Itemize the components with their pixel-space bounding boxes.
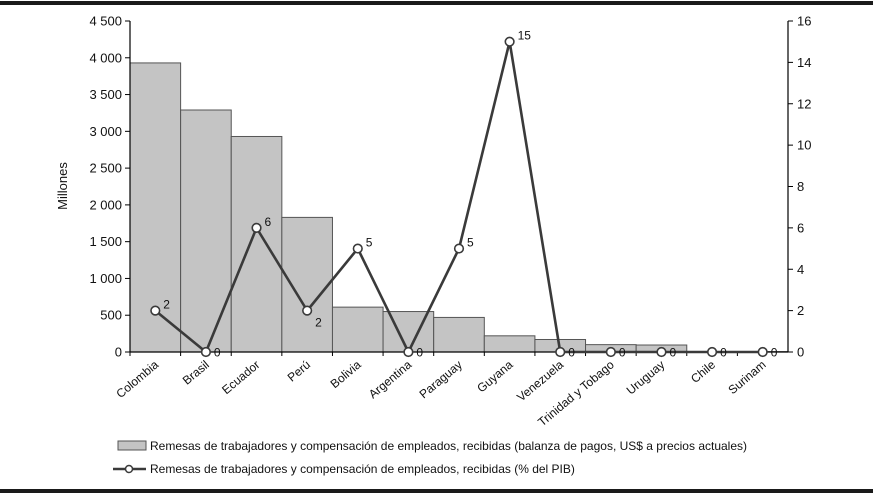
y-left-tick-label-3: 1 500 <box>89 234 122 249</box>
x-tick-label-12: Surinam <box>725 358 768 397</box>
line-data-label-11: 0 <box>720 346 727 360</box>
line-point-0 <box>150 305 161 316</box>
line-point-4 <box>352 243 363 254</box>
y-left-tick-label-4: 2 000 <box>89 197 122 212</box>
line-data-label-8: 0 <box>568 346 575 360</box>
x-tick-label-4: Bolivia <box>328 357 364 391</box>
bar-3 <box>281 216 333 353</box>
line-point-7 <box>504 36 515 47</box>
line-data-label-3: 2 <box>315 316 322 330</box>
bar-7 <box>483 335 536 353</box>
line-point-6 <box>453 243 465 254</box>
x-tick-label-8: Venezuela <box>514 357 566 404</box>
line-series: 2 0 6 2 5 0 5 15 0 0 0 0 0 <box>150 29 778 360</box>
x-tick-label-5: Argentina <box>366 357 415 401</box>
y-right-tick-label-7: 14 <box>797 55 811 70</box>
legend-line-text: Remesas de trabajadores y compensación d… <box>150 462 575 476</box>
line-data-label-6: 5 <box>467 236 474 250</box>
bar-1 <box>180 109 232 353</box>
x-tick-label-2: Ecuador <box>219 358 262 397</box>
y-right-tick-label-6: 12 <box>797 96 811 111</box>
y-right-tick-label-8: 16 <box>797 14 811 29</box>
bar-4 <box>331 306 384 353</box>
x-tick-label-0: Colombia <box>113 357 161 401</box>
y-left-tick-label-1: 500 <box>100 308 122 323</box>
legend: Remesas de trabajadores y compensación d… <box>113 439 747 476</box>
x-tick-label-6: Paraguay <box>417 358 465 402</box>
bar-0 <box>129 62 182 353</box>
bottom-rule <box>0 489 873 493</box>
y-left-tick-label-7: 3 500 <box>89 87 122 102</box>
y-right-tick-label-5: 10 <box>797 138 811 153</box>
bar-2 <box>230 135 283 353</box>
line-data-label-4: 5 <box>366 236 373 250</box>
y-right-tick-label-1: 2 <box>797 303 804 318</box>
line-data-label-1: 0 <box>214 346 221 360</box>
y-left-tick-label-9: 4 500 <box>89 14 122 29</box>
line-point-9 <box>605 346 616 358</box>
line-data-label-9: 0 <box>619 346 626 360</box>
y-left-tick-label-0: 0 <box>115 345 122 360</box>
line-point-2 <box>251 222 262 233</box>
y-left-tick-label-2: 1 000 <box>89 271 122 286</box>
line-point-12 <box>757 346 768 358</box>
line-data-label-12: 0 <box>771 346 778 360</box>
line-point-1 <box>200 346 212 358</box>
line-data-label-0: 2 <box>163 298 170 312</box>
line-data-label-5: 0 <box>416 346 423 360</box>
y-axis-label: Millones <box>55 162 70 210</box>
x-tick-label-7: Guyana <box>474 357 515 395</box>
top-rule <box>0 1 873 5</box>
line-point-3 <box>302 305 313 316</box>
y-left-tick-label-6: 3 000 <box>89 124 122 139</box>
y-left-tick-label-8: 4 000 <box>89 50 122 65</box>
y-right-tick-label-2: 4 <box>797 262 804 277</box>
legend-bar-swatch <box>117 440 147 451</box>
line-point-11 <box>706 346 718 358</box>
y-left-tick-label-5: 2 500 <box>89 161 122 176</box>
y-right-tick-label-4: 8 <box>797 179 804 194</box>
bar-6 <box>433 316 485 353</box>
line-data-label-10: 0 <box>669 346 676 360</box>
bar-series <box>129 62 789 353</box>
y-right-tick-label-0: 0 <box>797 345 804 360</box>
x-tick-label-10: Uruguay <box>624 358 668 398</box>
line-data-label-2: 6 <box>265 215 272 229</box>
line-point-10 <box>656 346 667 358</box>
line-data-label-7: 15 <box>518 29 532 43</box>
line-point-5 <box>403 346 414 358</box>
x-tick-label-11: Chile <box>688 357 718 386</box>
x-tick-label-3: Perú <box>285 358 313 385</box>
legend-bar-text: Remesas de trabajadores y compensación d… <box>150 439 747 453</box>
y-right-tick-label-3: 6 <box>797 220 804 235</box>
legend-line-marker <box>124 464 134 474</box>
line-point-8 <box>555 346 566 358</box>
x-tick-label-1: Brasil <box>180 358 212 388</box>
